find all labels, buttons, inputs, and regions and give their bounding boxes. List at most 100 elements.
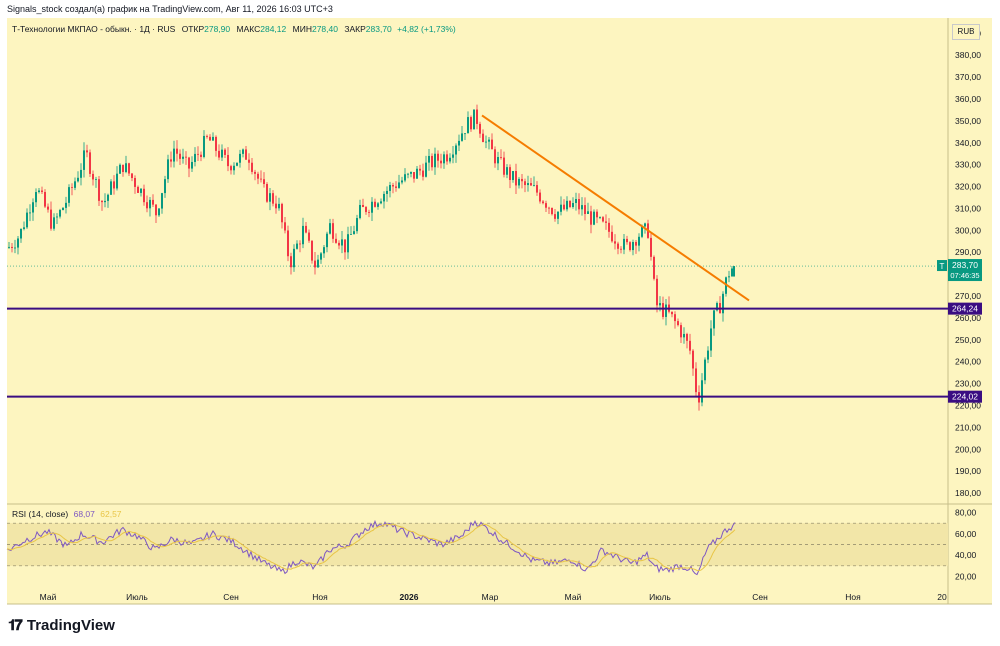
candle xyxy=(317,259,319,268)
candle xyxy=(350,234,352,235)
candle xyxy=(188,157,190,169)
candle xyxy=(632,241,634,251)
candle xyxy=(335,238,337,243)
candle xyxy=(212,136,214,141)
candle xyxy=(503,157,505,175)
candle xyxy=(440,160,442,164)
candle xyxy=(176,148,178,154)
candle xyxy=(122,164,124,172)
candle xyxy=(704,359,706,381)
candle xyxy=(80,169,82,178)
rsi-band-layer xyxy=(7,522,948,567)
candle xyxy=(164,179,166,194)
instrument-legend[interactable]: Т-Технологии МКПАО - обыкн. · 1Д · RUS О… xyxy=(12,24,456,34)
candle xyxy=(119,164,121,174)
candle xyxy=(200,154,202,157)
change-value: +4,82 (+1,73%) xyxy=(397,24,456,34)
candle xyxy=(116,173,118,189)
price-tick-label: 310,00 xyxy=(955,203,981,213)
candle xyxy=(86,150,88,153)
price-badge-letter: T xyxy=(940,262,945,271)
price-tick-label: 380,00 xyxy=(955,50,981,60)
candle xyxy=(527,183,529,186)
high-label: МАКС xyxy=(236,24,261,34)
levels-layer xyxy=(7,265,948,398)
candle xyxy=(89,152,91,174)
candle xyxy=(329,223,331,234)
tradingview-logo-icon: 𝟏𝟕 xyxy=(8,617,23,634)
candle xyxy=(107,194,109,201)
price-tick-label: 240,00 xyxy=(955,357,981,367)
candle xyxy=(500,157,502,158)
candle xyxy=(458,140,460,146)
candle xyxy=(170,159,172,162)
candle xyxy=(638,236,640,246)
candle xyxy=(128,163,130,174)
candle xyxy=(488,139,490,142)
candle xyxy=(44,191,46,207)
rsi-legend[interactable]: RSI (14, close) 68,07 62,57 xyxy=(12,509,122,519)
candle xyxy=(197,153,199,155)
candle xyxy=(587,211,589,215)
candle xyxy=(257,173,259,179)
candle xyxy=(524,181,526,186)
candle xyxy=(470,117,472,130)
time-tick-label: Мар xyxy=(482,592,499,602)
candle xyxy=(26,212,28,228)
candle xyxy=(392,185,394,187)
level-badge-label: 264,24 xyxy=(952,304,978,314)
currency-button[interactable]: RUB xyxy=(952,24,980,40)
candle xyxy=(251,162,253,172)
candle xyxy=(536,185,538,193)
candle xyxy=(161,193,163,209)
candle xyxy=(497,157,499,164)
candle xyxy=(485,141,487,143)
candle xyxy=(284,222,286,231)
candle xyxy=(38,190,40,193)
candle xyxy=(722,293,724,314)
candle xyxy=(644,223,646,227)
candle xyxy=(623,238,625,250)
candle xyxy=(611,231,613,242)
candle xyxy=(422,170,424,177)
candle xyxy=(23,227,25,229)
candle xyxy=(326,233,328,248)
candle xyxy=(365,207,367,213)
candle xyxy=(395,186,397,188)
candle xyxy=(233,165,235,171)
rsi-tick-label: 40,00 xyxy=(955,550,977,560)
candle xyxy=(410,171,412,174)
candle xyxy=(419,168,421,171)
chart-area[interactable] xyxy=(7,18,992,604)
candle xyxy=(20,228,22,239)
candle xyxy=(374,201,376,207)
candle xyxy=(614,241,616,244)
candle xyxy=(272,193,274,204)
tradingview-logo[interactable]: 𝟏𝟕 TradingView xyxy=(8,617,115,634)
candle xyxy=(473,109,475,130)
time-tick-label: Ноя xyxy=(312,592,328,602)
candle xyxy=(131,173,133,179)
candle xyxy=(17,238,19,248)
tradingview-logo-text: TradingView xyxy=(26,617,115,634)
candle xyxy=(293,248,295,268)
candle xyxy=(686,333,688,341)
candle xyxy=(290,256,292,268)
candle xyxy=(452,154,454,158)
price-tick-label: 180,00 xyxy=(955,488,981,498)
candle xyxy=(710,328,712,351)
instrument-name: Т-Технологии МКПАО - обыкн. · 1Д · RUS xyxy=(12,24,176,34)
trendline-layer xyxy=(481,114,750,302)
candle xyxy=(344,239,346,253)
candle xyxy=(206,135,208,137)
candle xyxy=(521,178,523,182)
price-tick-label: 300,00 xyxy=(955,225,981,235)
candle xyxy=(542,201,544,204)
candle xyxy=(158,208,160,216)
candle xyxy=(275,203,277,209)
candle xyxy=(389,185,391,191)
time-tick-label: 20 xyxy=(937,592,947,602)
candle xyxy=(305,225,307,233)
candle xyxy=(179,153,181,159)
